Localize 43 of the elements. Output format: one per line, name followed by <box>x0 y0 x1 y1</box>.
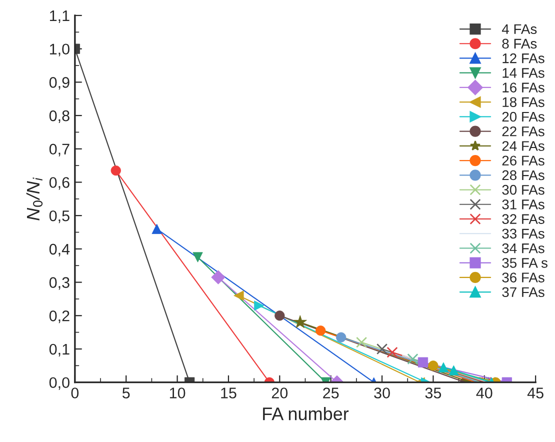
y-tick-label: 0,1 <box>49 344 70 356</box>
legend-label: 31 FAs <box>502 200 544 210</box>
x-tick-label: 5 <box>122 388 130 398</box>
y-tick-label: 0,3 <box>49 277 70 290</box>
x-tick-label: 20 <box>272 388 288 398</box>
legend-label: 34 FAs <box>502 243 544 254</box>
x-tick-label: 0 <box>71 388 79 398</box>
y-tick-label: 0,9 <box>49 77 70 90</box>
x-tick-label: 35 <box>425 388 442 398</box>
y-tick-label: 0,4 <box>49 244 70 256</box>
legend-label: 30 FAs <box>502 184 544 195</box>
x-tick-label: 45 <box>527 388 544 398</box>
x-tick-label: 25 <box>323 388 339 398</box>
y-tick-label: 0,2 <box>49 310 70 324</box>
legend-label: 33 FAs <box>502 228 544 239</box>
y-tick-label: 0,0 <box>49 377 70 390</box>
y-axis-title: N$_{0}$/N$_{i}$ <box>26 178 43 220</box>
y-tick-label: 1,1 <box>50 10 70 23</box>
legend-label: 22 FAs <box>502 126 544 136</box>
y-tick-label: 0,8 <box>49 110 70 124</box>
legend-label: 28 FAs <box>502 170 544 180</box>
legend-label: 8 FAs <box>502 38 537 49</box>
legend-label: 35 FA s <box>502 258 548 268</box>
legend-label: 26 FAs <box>502 156 544 166</box>
legend-label: 32 FAs <box>502 214 544 224</box>
legend-label: 18 FAs <box>502 97 544 108</box>
y-tick-label: 0,7 <box>49 144 70 156</box>
x-tick-label: 10 <box>170 388 186 398</box>
legend-label: 37 FAs <box>502 287 544 298</box>
x-tick-label: 40 <box>476 388 492 398</box>
legend-label: 14 FAs <box>502 68 544 78</box>
y-tick-label: 1,0 <box>50 44 70 56</box>
legend-label: 16 FAs <box>502 82 544 92</box>
y-tick-label: 0,5 <box>49 210 70 224</box>
legend-label: 4 FAs <box>502 24 537 34</box>
x-axis-title: FA number <box>263 406 349 420</box>
legend-label: 24 FAs <box>502 141 544 151</box>
x-tick-label: 30 <box>374 388 390 398</box>
legend-label: 20 FAs <box>502 112 544 122</box>
y-tick-label: 0,6 <box>49 177 70 190</box>
x-tick-label: 15 <box>221 388 236 398</box>
legend-label: 12 FAs <box>502 53 544 64</box>
legend-label: 36 FAs <box>502 272 544 282</box>
